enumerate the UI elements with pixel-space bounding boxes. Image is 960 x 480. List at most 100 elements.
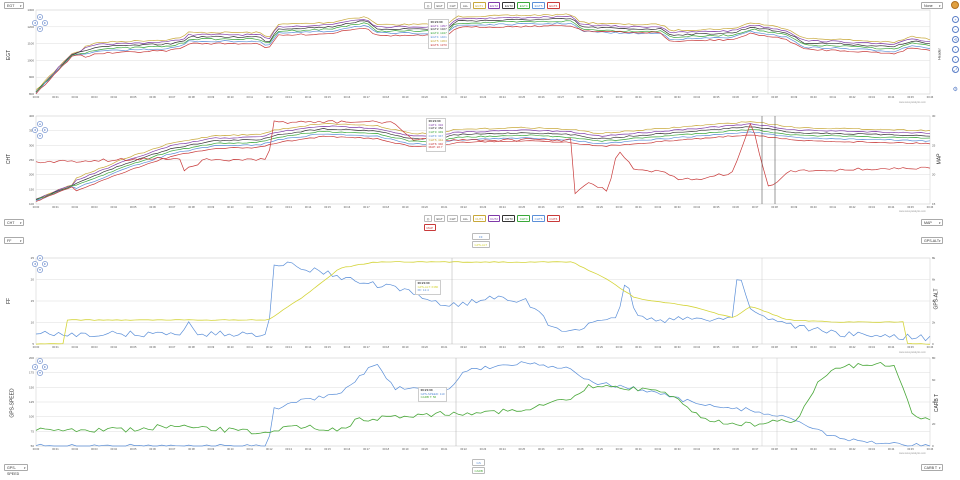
panel2-left-select[interactable]: CHT ▾ <box>4 219 24 226</box>
gs-toggle-0[interactable]: GS <box>472 459 486 466</box>
cht-x-tick: 00:30 <box>616 205 623 209</box>
panel1-left-select[interactable]: EGT ▾ <box>4 2 24 9</box>
ff-x-tick: 00:41 <box>830 345 837 349</box>
gs-toggle-1[interactable]: CARB <box>472 467 486 474</box>
egt-toggle-2[interactable]: CHT <box>447 2 459 9</box>
cht-x-tick: 00:28 <box>577 205 584 209</box>
cht-x-tick: 00:43 <box>868 205 875 209</box>
nav-pad-egt[interactable] <box>32 14 48 33</box>
cht-toggle-3[interactable]: ALL <box>460 215 471 222</box>
egt-y-tick: 900 <box>29 75 34 79</box>
tooltip-row: EGT4: 1401 <box>430 34 447 39</box>
egt-series-line-3 <box>35 18 931 93</box>
ff-x-tick: 00:45 <box>907 345 914 349</box>
egt-x-tick: 00:42 <box>849 95 856 99</box>
tooltip-row: MAP: 22.7 <box>428 145 443 150</box>
nav-pad-gs[interactable] <box>32 358 48 377</box>
gs-x-tick: 00:20 <box>421 447 428 451</box>
gs-x-tick: 00:24 <box>499 447 506 451</box>
cht-y-tick: 300 <box>29 143 34 147</box>
egt-toggle-9[interactable]: EGT6 <box>546 2 560 9</box>
ff-x-tick: 00:43 <box>868 345 875 349</box>
ff-toggle-0[interactable]: FF <box>472 233 490 240</box>
cht-toggle-9[interactable]: CHT6 <box>546 215 560 222</box>
panel3-right-select[interactable]: GPS-ALT ▾ <box>921 237 943 244</box>
tooltip-row: EGT3: 1347 <box>430 31 447 36</box>
gs-x-tick: 00:25 <box>519 447 526 451</box>
ff-x-tick: 00:28 <box>577 345 584 349</box>
cht-series-line-3 <box>35 126 931 200</box>
panel2-right-select[interactable]: MAP ▾ <box>921 219 943 226</box>
egt-toggle-4[interactable]: EGT1 <box>472 2 486 9</box>
gs-y2-tick: 20 <box>932 422 936 426</box>
cht-series-line-4 <box>35 129 931 201</box>
ff-x-tick: 00:07 <box>169 345 176 349</box>
egt-toggle-8[interactable]: EGT5 <box>532 2 545 9</box>
zoom-in-icon[interactable]: + <box>952 16 959 23</box>
egt-series-line-2 <box>35 15 931 92</box>
egt-x-tick: 00:28 <box>577 95 584 99</box>
cht-y-tick: 150 <box>29 187 34 191</box>
ff-y-tick: 15 <box>31 299 35 303</box>
cht-toggle-7[interactable]: CHT4 <box>517 215 531 222</box>
egt-series-line-1 <box>35 13 931 90</box>
cht-toggle-0[interactable]: ◎ <box>424 215 432 222</box>
cht-toggle-6[interactable]: CHT3 <box>502 215 516 222</box>
cht-toggle-1[interactable]: EGT <box>434 215 446 222</box>
pan-left-icon[interactable]: ‹ <box>952 46 959 53</box>
gs-x-tick: 00:34 <box>694 447 701 451</box>
gs-x-tick: 00:27 <box>557 447 564 451</box>
egt-toggle-1[interactable]: EGT <box>434 2 446 9</box>
gs-x-tick: 00:35 <box>713 447 720 451</box>
egt-x-tick: 00:26 <box>538 95 545 99</box>
settings-gear-icon[interactable]: ⚙ <box>952 87 958 93</box>
gs-y-tick: 125 <box>29 400 34 404</box>
panel1-right-select[interactable]: None ▾ <box>921 2 943 9</box>
cht-x-tick: 00:25 <box>519 205 526 209</box>
panel3-left-select[interactable]: FF ▾ <box>4 237 24 244</box>
zoom-out-icon[interactable]: − <box>952 26 959 33</box>
egt-toggle-5[interactable]: EGT2 <box>487 2 501 9</box>
egt-toggle-7[interactable]: EGT4 <box>517 2 531 9</box>
gs-y2-tick: 40 <box>932 400 936 404</box>
gs-x-tick: 00:02 <box>72 447 79 451</box>
tooltip-row: CHT5: 344 <box>428 137 444 142</box>
egt-toggle-0[interactable]: ◎ <box>424 2 432 9</box>
cht-x-tick: 00:17 <box>363 205 370 209</box>
gs-y-tick: 150 <box>29 385 34 389</box>
nav-pad-ff[interactable] <box>32 255 48 274</box>
cht-toggle-2[interactable]: CHT <box>447 215 459 222</box>
credit-cht: www.savvyanalysis.com <box>899 210 926 213</box>
cht-x-tick: 00:46 <box>927 205 934 209</box>
carb-series-line <box>35 361 931 435</box>
cht-x-tick: 00:37 <box>752 205 759 209</box>
map-toggle-row: MAP <box>424 224 436 231</box>
egt-x-tick: 00:39 <box>791 95 798 99</box>
ff-toggle-1[interactable]: GPS-ALT <box>472 241 490 248</box>
cht-toggle-8[interactable]: CHT5 <box>532 215 545 222</box>
cht-x-tick: 00:24 <box>499 205 506 209</box>
ff-x-tick: 00:20 <box>421 345 428 349</box>
egt-tooltip: 00:21:00 EGT1: 1357 EGT2: 1327 EGT3: 1347 EG… <box>428 19 450 50</box>
panel4-left-select[interactable]: GPS-SPEED ▾ <box>4 464 28 476</box>
pan-right-icon[interactable]: › <box>952 56 959 63</box>
tooltip-row: EGT5: 1363 <box>430 38 447 43</box>
cht-x-tick: 00:14 <box>305 205 312 209</box>
gs-series-line <box>35 361 931 447</box>
ff-x-tick: 00:27 <box>557 345 564 349</box>
ff-y2-tick: 4k <box>932 299 936 303</box>
panel4-right-select[interactable]: CARB T ▾ <box>921 464 943 471</box>
fit-icon[interactable]: ⤢ <box>952 66 959 73</box>
cht-toggle-4[interactable]: CHT1 <box>472 215 486 222</box>
ff-x-tick: 00:04 <box>110 345 117 349</box>
nav-pad-cht[interactable] <box>32 121 48 140</box>
zoom-reset-icon[interactable]: ⟲ <box>952 36 959 43</box>
gs-x-tick: 00:29 <box>596 447 603 451</box>
egt-toggle-3[interactable]: ALL <box>460 2 471 9</box>
ff-x-tick: 00:17 <box>363 345 370 349</box>
toggle-map[interactable]: MAP <box>424 224 436 231</box>
cht-toggle-5[interactable]: CHT2 <box>487 215 501 222</box>
egt-toggle-6[interactable]: EGT3 <box>502 2 516 9</box>
egt-x-tick: 00:29 <box>596 95 603 99</box>
